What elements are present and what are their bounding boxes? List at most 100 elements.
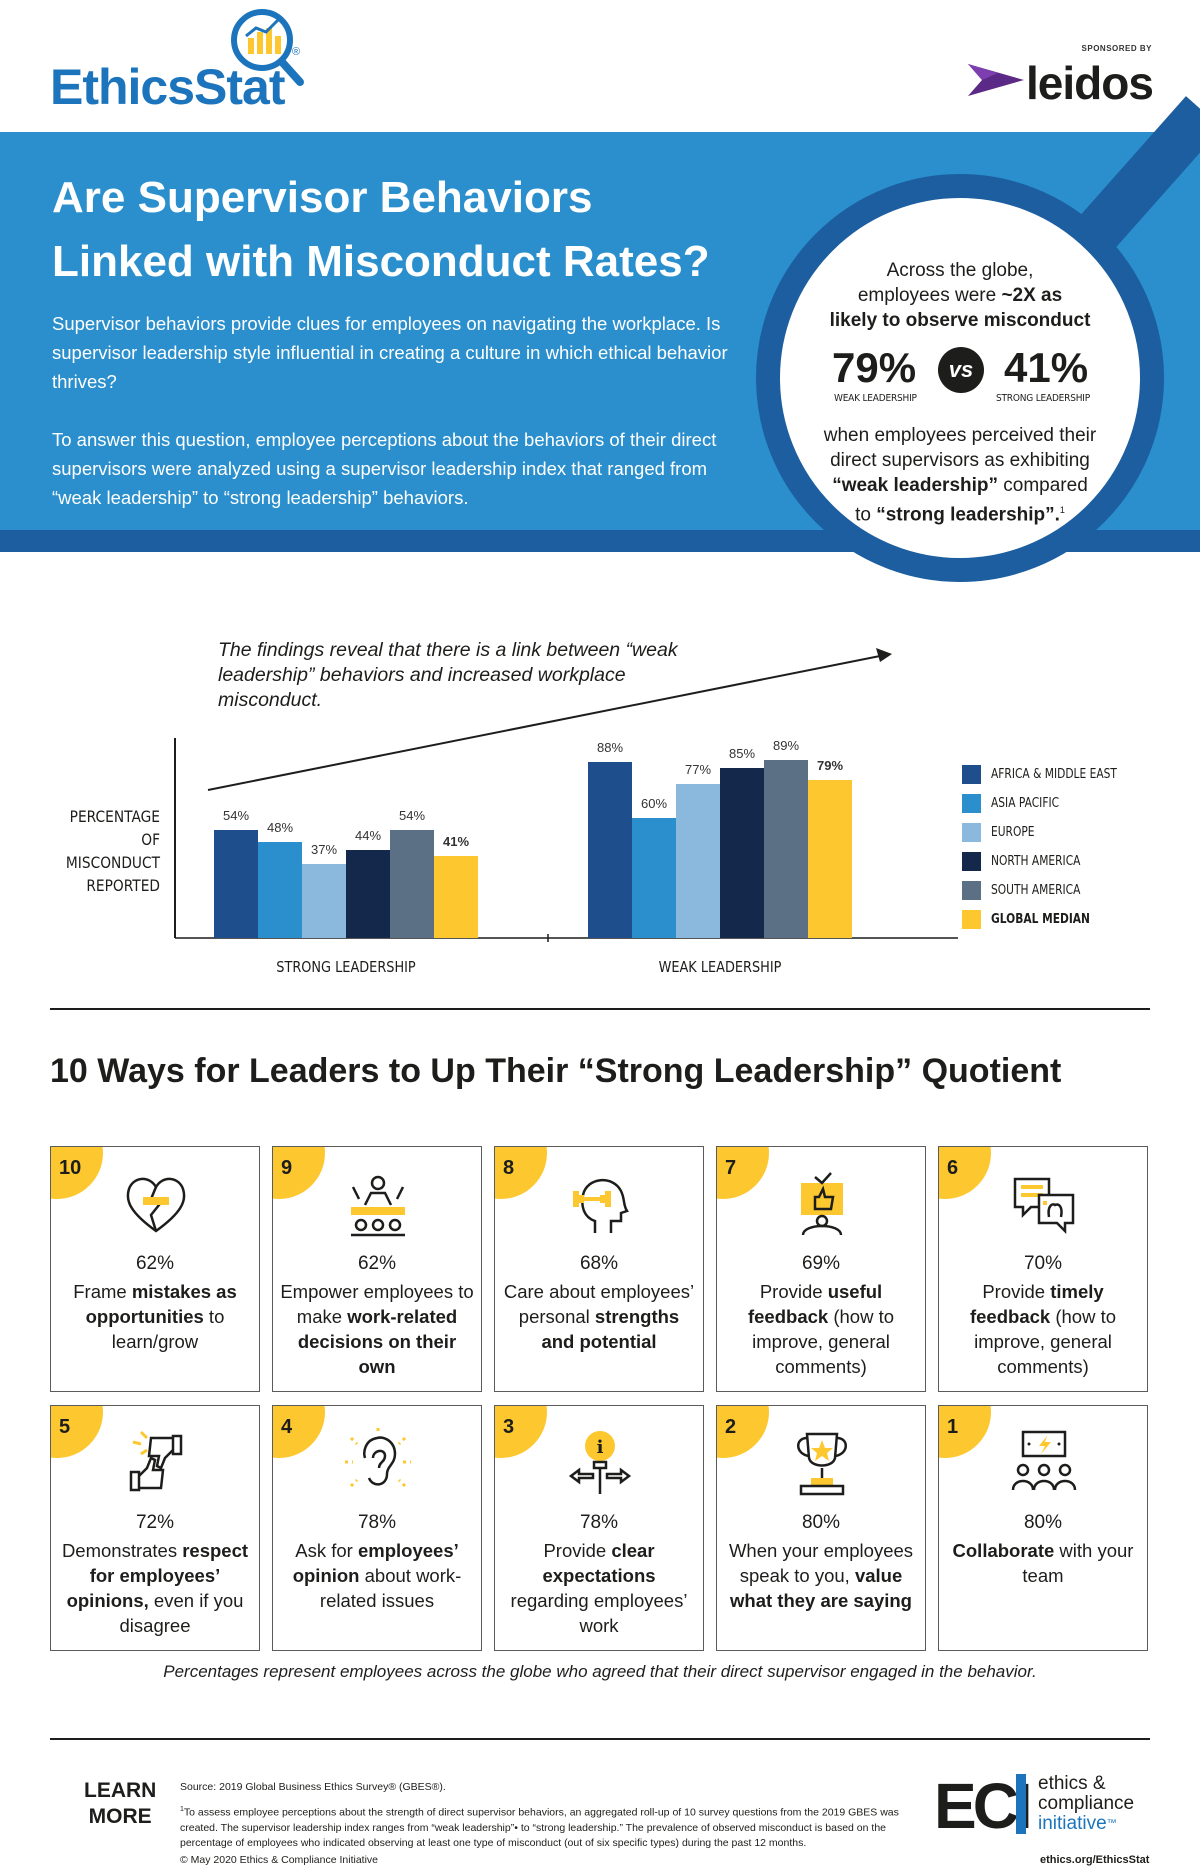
legend-label: AFRICA & MIDDLE EAST xyxy=(991,767,1117,782)
strong-leadership-pct: 41% xyxy=(1004,344,1089,391)
rank-number: 3 xyxy=(503,1416,515,1438)
legend-item: AFRICA & MIDDLE EAST xyxy=(962,760,1162,789)
eci-mark: ECI xyxy=(934,1770,1033,1842)
way-percentage: 62% xyxy=(357,1253,397,1274)
way-percentage: 78% xyxy=(579,1512,619,1533)
bar-data-label: 54% xyxy=(399,808,425,823)
rank-number: 6 xyxy=(947,1157,959,1179)
bar-weak-6 xyxy=(808,780,852,938)
methodology-note: 1To assess employee perceptions about th… xyxy=(180,1805,899,1850)
way-card-2: 2 80% When your employees speak to you, va… xyxy=(716,1405,926,1651)
rank-badge xyxy=(939,1406,991,1458)
bar-data-label: 54% xyxy=(223,808,249,823)
sponsor-block[interactable]: SPONSORED BY leidos xyxy=(968,44,1154,109)
bar-data-label: 37% xyxy=(311,842,337,857)
legend-label: GLOBAL MEDIAN xyxy=(991,912,1090,927)
broken-heart-icon xyxy=(126,1177,186,1233)
way-card-7: 7 69% Provide useful feedback (how to impr… xyxy=(716,1146,926,1392)
rank-badge xyxy=(717,1147,769,1199)
trend-arrowhead xyxy=(876,648,892,662)
source-line: Source: 2019 Global Business Ethics Surv… xyxy=(180,1781,446,1793)
legend-swatch xyxy=(962,852,981,871)
rank-number: 7 xyxy=(725,1157,737,1179)
thumbs-up-screen-icon xyxy=(801,1172,843,1236)
bar-data-label: 48% xyxy=(267,820,293,835)
way-card-10: 10 62% Frame mistakes as opportunities to … xyxy=(50,1146,260,1392)
legend-item: ASIA PACIFIC xyxy=(962,789,1162,818)
registered-mark: ® xyxy=(292,46,301,58)
bar-data-label: 41% xyxy=(443,834,469,849)
legend-label: ASIA PACIFIC xyxy=(991,796,1060,811)
bar-strong-5 xyxy=(390,830,434,938)
rank-badge xyxy=(273,1147,325,1199)
intro-paragraph: Supervisor behaviors provide clues for e… xyxy=(52,313,728,392)
method-paragraph: To answer this question, employee percep… xyxy=(52,429,717,508)
bar-weak-2 xyxy=(632,818,676,938)
way-card-8: 8 68% Care about employees’ personal stren… xyxy=(494,1146,704,1392)
learn-more-link[interactable]: LEARN MORE xyxy=(84,1779,157,1828)
team-meeting-icon xyxy=(351,1175,405,1237)
chart-annotation: The findings reveal that there is a link… xyxy=(218,639,678,711)
rank-number: 1 xyxy=(947,1416,959,1438)
legend-item: GLOBAL MEDIAN xyxy=(962,905,1162,934)
thumbs-up-down-icon xyxy=(129,1430,183,1492)
y-axis-label-line: PERCENTAGE xyxy=(69,807,160,826)
way-percentage: 80% xyxy=(1023,1512,1063,1533)
way-description: Frame mistakes as opportunities to learn… xyxy=(73,1281,237,1352)
page-title: Are Supervisor Behaviors Linked with Mis… xyxy=(52,173,710,286)
way-description: Care about employees’ personal strengths… xyxy=(503,1281,695,1352)
way-percentage: 80% xyxy=(801,1512,841,1533)
legend-item: SOUTH AMERICA xyxy=(962,876,1162,905)
way-description: Ask for employees’ opinion about work-re… xyxy=(292,1540,462,1611)
bar-data-label: 44% xyxy=(355,828,381,843)
chat-bubbles-icon xyxy=(1013,1177,1075,1235)
legend-swatch xyxy=(962,794,981,813)
bar-data-label: 60% xyxy=(641,796,667,811)
eci-wordmark: ethics & compliance initiative™ xyxy=(1038,1773,1135,1834)
bar-data-label: 79% xyxy=(817,758,843,773)
way-percentage: 72% xyxy=(135,1512,175,1533)
rank-badge xyxy=(495,1406,547,1458)
way-percentage: 69% xyxy=(801,1253,841,1274)
bar-strong-6 xyxy=(434,856,478,938)
vs-badge: vs xyxy=(938,347,984,393)
bar-weak-4 xyxy=(720,768,764,938)
ways-section-title: 10 Ways for Leaders to Up Their “Strong … xyxy=(50,1052,1062,1090)
way-card-5: 5 72% Demonstrates respect for employees’ … xyxy=(50,1405,260,1651)
misconduct-bar-chart: 54% 48% 37% 44% 54% 41% STRONG LEADERSHIP 88% 60… xyxy=(174,648,958,976)
way-description: Collaborate with your team xyxy=(952,1540,1134,1586)
way-card-6: 6 70% Provide timely feedback (how to impr… xyxy=(938,1146,1148,1392)
rank-badge xyxy=(51,1406,103,1458)
bar-weak-5 xyxy=(764,760,808,938)
footer-divider xyxy=(50,1738,1150,1740)
bar-data-label: 89% xyxy=(773,738,799,753)
bar-strong-1 xyxy=(214,830,258,938)
collaborate-team-icon xyxy=(1011,1430,1077,1491)
rank-number: 2 xyxy=(725,1416,737,1438)
bar-data-label: 77% xyxy=(685,762,711,777)
way-percentage: 70% xyxy=(1023,1253,1063,1274)
legend-swatch xyxy=(962,823,981,842)
bar-data-label: 88% xyxy=(597,740,623,755)
way-percentage: 78% xyxy=(357,1512,397,1533)
way-description: Provide timely feedback (how to improve,… xyxy=(969,1281,1117,1377)
way-percentage: 62% xyxy=(135,1253,175,1274)
strong-leadership-label: STRONG LEADERSHIP xyxy=(996,393,1090,404)
way-card-3: 3 i 78% Provide clear expectations regardin… xyxy=(494,1405,704,1651)
source-notes: Source: 2019 Global Business Ethics Surv… xyxy=(180,1780,920,1852)
weak-leadership-pct: 79% xyxy=(832,344,917,391)
ethicsstat-logo[interactable]: EthicsStat ® xyxy=(50,6,310,116)
weak-leadership-label: WEAK LEADERSHIP xyxy=(834,393,917,404)
legend-swatch xyxy=(962,765,981,784)
svg-text:i: i xyxy=(597,1437,604,1458)
eci-logo[interactable]: ECI ethics & compliance initiative™ xyxy=(934,1770,1164,1844)
legend-swatch xyxy=(962,910,981,929)
way-card-9: 9 62% Empower employees to make work-relat… xyxy=(272,1146,482,1392)
chart-bars: 54% 48% 37% 44% 54% 41% STRONG LEADERSHIP 88% 60… xyxy=(214,738,852,976)
y-axis-label-line: REPORTED xyxy=(86,876,160,895)
key-stat-callout: Across the globe, employees were ~2X as … xyxy=(790,258,1130,527)
way-description: Demonstrates respect for employees’ opin… xyxy=(61,1540,249,1636)
rank-badge xyxy=(717,1406,769,1458)
eci-url-link[interactable]: ethics.org/EthicsStat xyxy=(1040,1854,1150,1866)
rank-number: 4 xyxy=(281,1416,293,1438)
